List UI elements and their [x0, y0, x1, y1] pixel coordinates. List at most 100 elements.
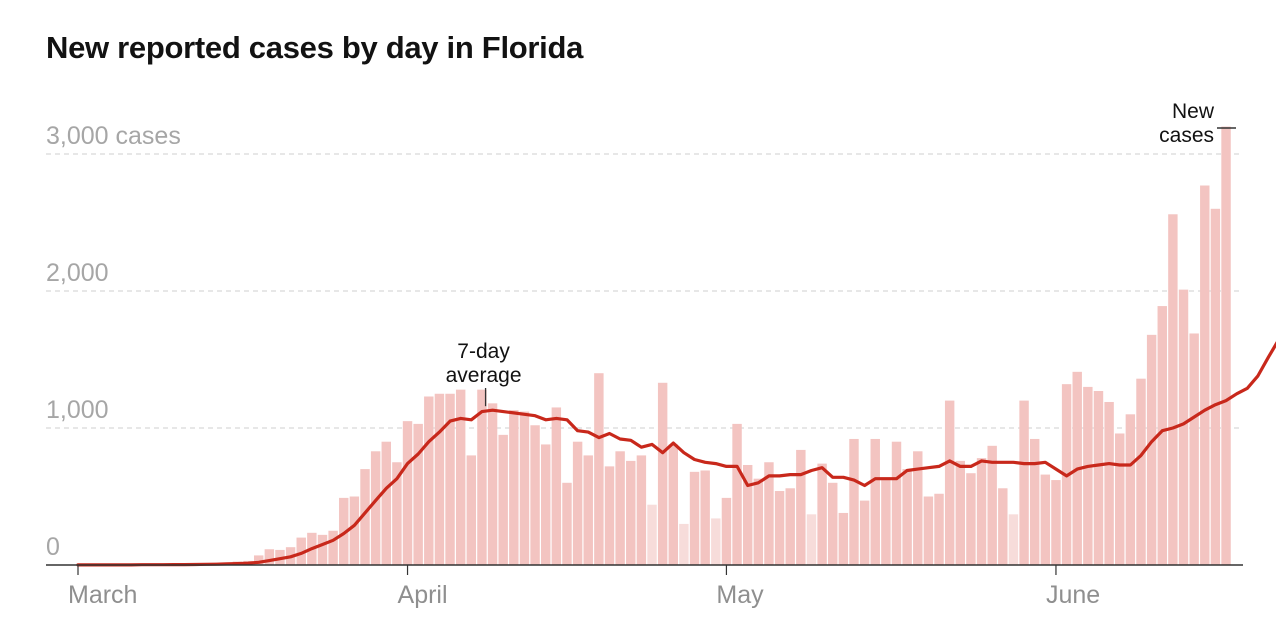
bar-new-cases — [987, 445, 997, 565]
bar-new-cases — [764, 462, 774, 565]
bar-new-cases — [328, 530, 338, 565]
bar-new-cases — [455, 389, 466, 565]
bar-new-cases — [976, 458, 987, 565]
bar-new-cases — [1125, 414, 1136, 565]
bar-new-cases — [732, 423, 742, 565]
bar-new-cases — [519, 411, 530, 565]
bar-new-cases — [1189, 333, 1199, 565]
bar-new-cases — [1019, 400, 1029, 565]
bar-new-cases — [541, 444, 551, 565]
annotation-new-cases-label: New — [1172, 100, 1215, 123]
bar-new-cases — [1115, 433, 1125, 565]
bar-new-cases — [657, 382, 668, 565]
y-tick-label: 2,000 — [46, 259, 109, 287]
bar-new-cases — [615, 451, 625, 565]
bar-new-cases — [1029, 438, 1040, 565]
bar-new-cases — [392, 462, 402, 565]
bar-new-cases — [1200, 185, 1210, 565]
bar-new-cases — [381, 441, 391, 565]
x-tick-label: May — [716, 581, 764, 609]
bar-new-cases — [466, 455, 477, 565]
bar-new-cases — [998, 488, 1008, 565]
bar-new-cases — [828, 482, 838, 565]
series-line-7-day-average — [76, 341, 1276, 567]
bar-new-cases — [636, 455, 647, 565]
bar-new-cases — [317, 534, 328, 565]
bar-new-cases — [572, 441, 583, 565]
bar-new-cases — [1083, 386, 1093, 565]
bar-new-cases — [498, 434, 508, 565]
bar-new-cases — [966, 473, 976, 565]
bar-new-cases — [1221, 126, 1231, 565]
bar-new-cases — [1168, 214, 1178, 565]
bar-new-cases — [1051, 480, 1061, 565]
bar-new-cases — [339, 497, 349, 565]
bars — [73, 126, 1231, 566]
bar-new-cases — [349, 496, 360, 565]
bar-new-cases — [647, 504, 657, 565]
bar-new-cases — [902, 469, 912, 565]
bar-new-cases — [806, 514, 817, 565]
bar-new-cases — [742, 464, 753, 565]
bar-new-cases — [477, 389, 487, 565]
bar-new-cases — [679, 523, 689, 565]
bar-new-cases — [934, 493, 944, 565]
bar-new-cases — [785, 488, 795, 565]
bar-new-cases — [1146, 334, 1157, 565]
bar-new-cases — [604, 466, 615, 565]
bar-new-cases — [774, 491, 785, 565]
annotation-average-label: 7-day — [457, 340, 510, 363]
bar-new-cases — [796, 449, 806, 565]
bar-new-cases — [838, 512, 849, 565]
bar-new-cases — [413, 423, 423, 565]
bar-new-cases — [817, 463, 827, 565]
bar-new-cases — [1178, 289, 1189, 565]
bar-new-cases — [913, 451, 923, 565]
bar-new-cases — [859, 500, 870, 565]
bar-new-cases — [689, 471, 700, 565]
y-tick-label: 3,000 cases — [46, 122, 181, 150]
gridlines — [46, 153, 1243, 429]
bar-new-cases — [551, 407, 562, 565]
bar-new-cases — [849, 438, 859, 565]
bar-new-cases — [402, 421, 413, 565]
y-tick-label: 1,000 — [46, 396, 109, 424]
bar-new-cases — [668, 444, 678, 565]
bar-new-cases — [296, 537, 306, 565]
bar-new-cases — [583, 455, 593, 565]
bar-new-cases — [253, 555, 264, 565]
bar-new-cases — [1040, 474, 1051, 565]
bar-new-cases — [360, 469, 370, 565]
bar-new-cases — [594, 373, 604, 565]
bar-new-cases — [700, 470, 710, 565]
bar-new-cases — [509, 410, 519, 565]
bar-new-cases — [1008, 514, 1019, 565]
average-line-layer — [76, 341, 1276, 567]
bar-new-cases — [891, 441, 902, 565]
bar-new-cases — [562, 482, 572, 565]
bar-new-cases — [264, 549, 275, 565]
bar-new-cases — [753, 478, 764, 565]
bar-new-cases — [1210, 208, 1221, 566]
bar-new-cases — [881, 477, 891, 565]
bar-new-cases — [1136, 378, 1146, 565]
annotation-average-label: average — [446, 364, 522, 387]
bar-new-cases — [445, 393, 455, 565]
bar-new-cases — [870, 438, 880, 565]
bar-new-cases — [530, 425, 540, 565]
annotation-new-cases-label: cases — [1159, 124, 1214, 147]
x-tick-label: March — [68, 581, 137, 609]
bar-new-cases — [955, 460, 966, 565]
axes: 0 1,000 2,000 3,000 cases March April May June — [46, 122, 1243, 609]
bar-new-cases — [923, 496, 934, 565]
bar-new-cases — [1104, 401, 1114, 565]
bar-new-cases — [434, 393, 445, 565]
chart-title: New reported cases by day in Florida — [46, 30, 584, 65]
bar-new-cases — [944, 400, 955, 565]
bar-new-cases — [711, 518, 721, 565]
bar-new-cases — [370, 451, 381, 565]
bar-new-cases — [424, 396, 434, 565]
bar-new-cases — [1157, 306, 1167, 565]
